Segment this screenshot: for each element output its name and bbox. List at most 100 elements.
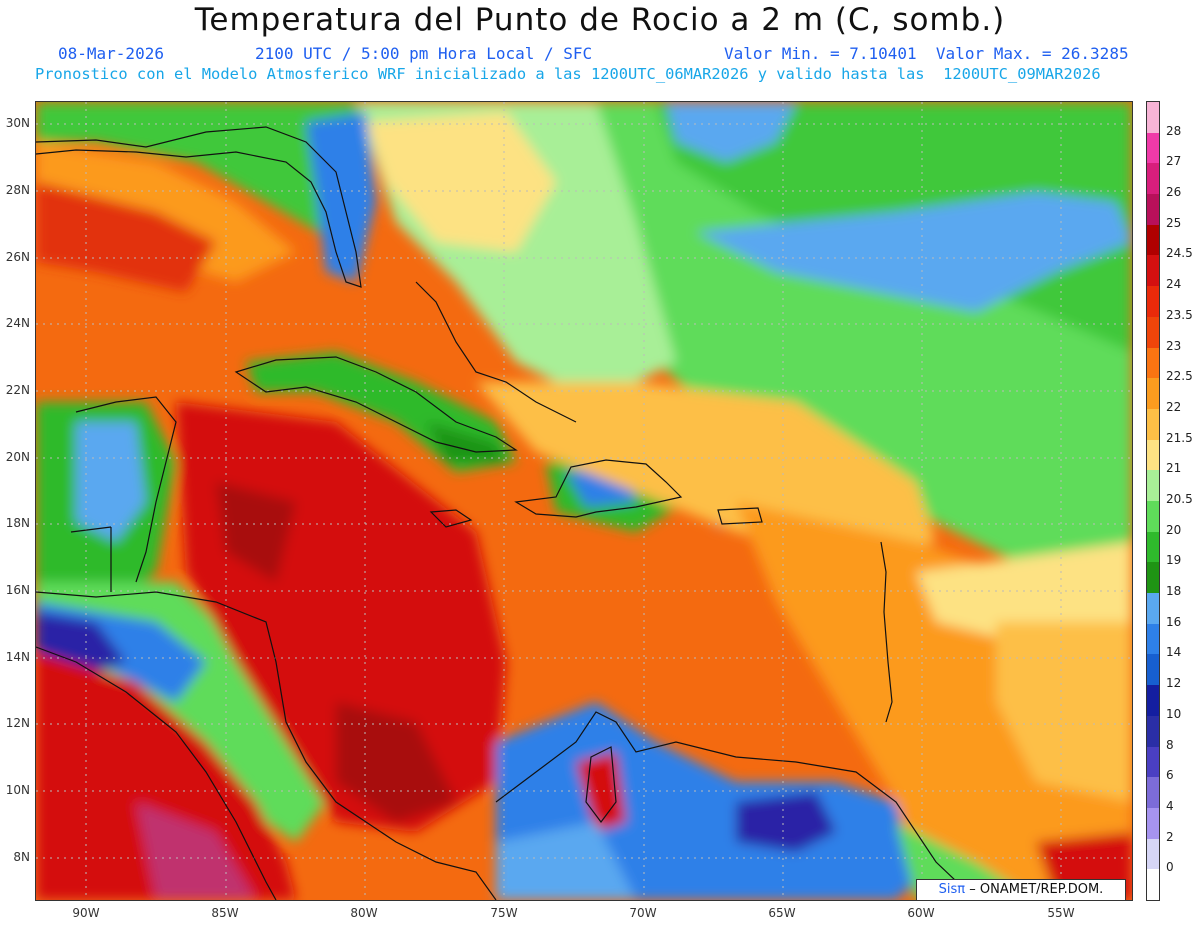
legend-swatch [1147, 132, 1159, 164]
legend-swatch [1147, 470, 1159, 502]
legend-swatch [1147, 194, 1159, 226]
legend-label: 22.5 [1166, 369, 1193, 384]
lesser-antilles [880, 541, 893, 723]
lon-label: 60W [907, 906, 935, 920]
legend-label: 8 [1166, 737, 1174, 752]
jamaica-outline [429, 509, 473, 528]
legend-swatch [1147, 869, 1159, 901]
pacific-red [36, 652, 296, 900]
legend-label: 27 [1166, 154, 1182, 169]
legend-swatch [1147, 347, 1159, 379]
legend-label: 23.5 [1166, 307, 1193, 322]
panama-darkred [336, 702, 456, 822]
legend-swatch [1147, 715, 1159, 748]
legend-label: 20 [1166, 522, 1182, 537]
legend-label: 0 [1166, 860, 1174, 875]
legend-label: 28 [1166, 123, 1182, 138]
puertorico-outline [717, 507, 763, 525]
legend-label: 24.5 [1166, 246, 1193, 261]
lat-label: 20N [5, 450, 30, 464]
legend-swatch [1147, 746, 1159, 778]
hispaniola-outline [514, 459, 683, 518]
legend-label: 10 [1166, 706, 1182, 721]
lon-label: 65W [768, 906, 796, 920]
credit-box: Sisπ – ONAMET/REP.DOM. [916, 879, 1126, 901]
legend-swatch [1147, 408, 1159, 441]
legend-swatch [1147, 562, 1159, 594]
legend-swatch [1147, 685, 1159, 717]
florida-blue [306, 112, 376, 282]
legend-label: 20.5 [1166, 492, 1193, 506]
lon-label: 85W [211, 906, 239, 920]
lake-maracaibo [585, 746, 617, 823]
lat-label: 22N [5, 383, 30, 397]
lon-label: 80W [350, 906, 378, 920]
legend-swatch [1147, 102, 1159, 134]
map-title: Temperatura del Punto de Rocio a 2 m (C,… [194, 2, 1006, 38]
legend-label: 21.5 [1166, 430, 1193, 445]
bahamas-yellow-region [366, 112, 556, 252]
east-yellow2 [996, 622, 1132, 802]
lon-label: 70W [629, 906, 657, 920]
legend-label: 22 [1166, 399, 1182, 414]
legend-label: 21 [1166, 461, 1182, 476]
lon-label: 75W [490, 906, 518, 920]
coastlines [36, 126, 977, 900]
pacific-coast [36, 646, 277, 900]
legend-label: 12 [1166, 676, 1182, 691]
legend-label: 6 [1166, 768, 1174, 783]
model-info-label: Pronostico con el Modelo Atmosferico WRF… [35, 65, 1101, 83]
legend-swatch [1147, 378, 1159, 410]
lat-label: 30N [5, 116, 30, 130]
sis-logo-text: Sisπ [938, 882, 966, 897]
date-label: 08-Mar-2026 [58, 44, 164, 63]
bahamas-chain [415, 281, 577, 423]
legend-swatch [1147, 623, 1159, 655]
legend-label: 23 [1166, 338, 1182, 353]
min-max-label: Valor Min. = 7.10401 Valor Max. = 26.328… [724, 44, 1129, 63]
legend-label: 19 [1166, 553, 1182, 568]
yucatan-coast [75, 396, 177, 583]
legend-label: 26 [1166, 185, 1182, 200]
cuba-outline [234, 356, 518, 453]
legend-label: 16 [1166, 614, 1182, 629]
atlantic-blue-patch [666, 102, 796, 162]
lon-label: 55W [1047, 906, 1075, 920]
legend-label: 18 [1166, 584, 1182, 599]
legend-swatch [1147, 593, 1159, 625]
central-america-coast [36, 591, 497, 900]
legend-swatch [1147, 316, 1159, 349]
lat-label: 14N [5, 650, 30, 664]
legend-swatch [1147, 838, 1159, 870]
lat-label: 8N [13, 850, 30, 864]
colombia-lightblue [496, 822, 636, 900]
gulf-north-green [36, 102, 366, 242]
color-scale-bar [1146, 101, 1160, 901]
legend-swatch [1147, 286, 1159, 318]
legend-swatch [1147, 531, 1159, 563]
legend-swatch [1147, 501, 1159, 533]
guatemala-purple [36, 612, 126, 672]
legend-swatch [1147, 807, 1159, 840]
legend-label: 14 [1166, 645, 1182, 660]
graticule [36, 102, 1132, 900]
legend-swatch [1147, 163, 1159, 195]
legend-swatch [1147, 224, 1159, 256]
lat-label: 28N [5, 183, 30, 197]
south-america-coast [495, 711, 977, 900]
border-lines [70, 526, 112, 592]
lat-label: 10N [5, 783, 30, 797]
atlantic-blue-band [696, 192, 1132, 312]
gulf-orange [36, 142, 296, 282]
lat-label: 24N [5, 316, 30, 330]
yucatan-blue [76, 422, 146, 542]
gulf-coast-line [36, 126, 362, 288]
shading-field [36, 102, 1132, 900]
dewpoint-map [35, 101, 1133, 901]
gulf-red [36, 182, 216, 292]
legend-swatch [1147, 439, 1159, 471]
caribbean-darkred [216, 482, 296, 582]
pacific-magenta [136, 802, 256, 900]
lat-label: 12N [5, 716, 30, 730]
map-canvas [36, 102, 1132, 900]
